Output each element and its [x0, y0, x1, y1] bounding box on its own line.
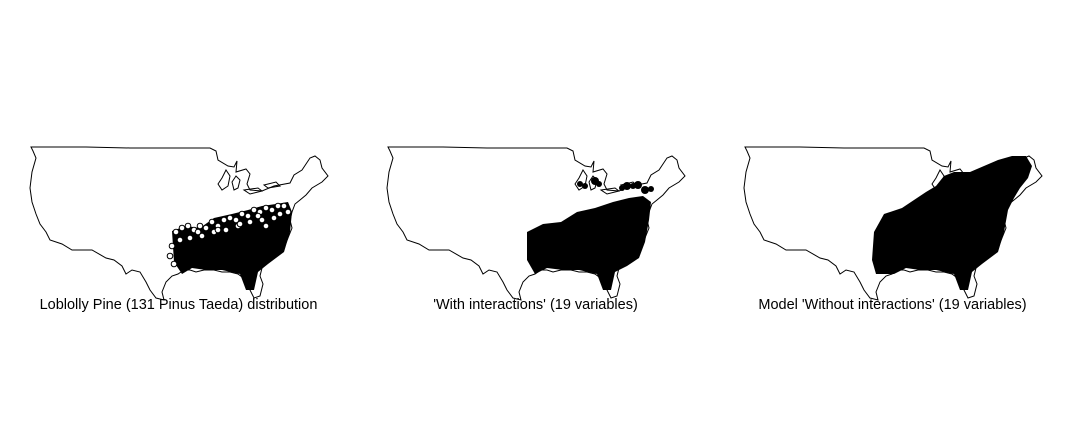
occurrence-point	[226, 214, 234, 222]
occurrence-point	[268, 206, 276, 214]
occurrence-point	[262, 222, 270, 230]
occurrence-point	[222, 226, 230, 234]
panel-observed: Loblolly Pine (131 Pinus Taeda) distribu…	[0, 0, 357, 443]
occurrence-point	[258, 216, 266, 224]
prediction-area	[527, 196, 651, 290]
great-lakes	[217, 169, 282, 195]
map-without-interactions	[743, 146, 1043, 301]
occurrence-point	[236, 220, 244, 228]
us-border	[743, 146, 1043, 301]
map-with-interactions	[386, 146, 686, 301]
occurrence-point	[176, 236, 184, 244]
occurrence-point	[166, 252, 174, 260]
panel-with-interactions: 'With interactions' (19 variables)	[357, 0, 714, 443]
panel-caption: Loblolly Pine (131 Pinus Taeda) distribu…	[39, 297, 318, 313]
great-lakes	[574, 169, 639, 195]
occurrence-point	[168, 242, 176, 250]
occurrence-point	[202, 224, 210, 232]
occurrence-point	[250, 206, 258, 214]
prediction-area	[872, 156, 1032, 290]
us-border	[29, 146, 329, 301]
points-layer	[166, 202, 292, 290]
occurrence-point	[262, 204, 270, 212]
us-outline	[29, 146, 329, 301]
occurrence-point	[274, 202, 282, 210]
occurrence-point	[170, 260, 178, 268]
great-lakes	[931, 169, 996, 195]
occurrence-point	[198, 232, 206, 240]
occurrence-point	[238, 210, 246, 218]
occurrence-point	[244, 212, 252, 220]
occurrence-point	[254, 212, 262, 220]
occurrence-point	[276, 210, 284, 218]
us-outline	[386, 146, 686, 301]
occurrence-point	[186, 234, 194, 242]
points-layer	[872, 156, 1032, 290]
occurrence-point	[208, 218, 216, 226]
occurrence-point	[214, 226, 222, 234]
us-border	[386, 146, 686, 301]
occurrence-point	[196, 222, 204, 230]
occurrence-point	[194, 228, 202, 236]
map-observed	[29, 146, 329, 301]
occurrence-point	[220, 216, 228, 224]
occurrence-point	[284, 208, 292, 216]
occurrence-point	[246, 218, 254, 226]
occurrence-point	[178, 224, 186, 232]
panel-caption: Model 'Without interactions' (19 variabl…	[758, 297, 1027, 313]
occurrence-point	[280, 202, 288, 210]
panel-without-interactions: Model 'Without interactions' (19 variabl…	[714, 0, 1071, 443]
us-outline	[743, 146, 1043, 301]
occurrence-point	[184, 222, 192, 230]
ring-markers	[166, 202, 292, 268]
occurrence-point	[232, 216, 240, 224]
occurrence-point	[172, 228, 180, 236]
panel-caption: 'With interactions' (19 variables)	[433, 297, 638, 313]
occurrence-point	[270, 214, 278, 222]
